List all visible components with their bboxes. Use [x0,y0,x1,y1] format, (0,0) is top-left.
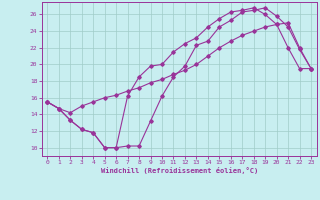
X-axis label: Windchill (Refroidissement éolien,°C): Windchill (Refroidissement éolien,°C) [100,167,258,174]
